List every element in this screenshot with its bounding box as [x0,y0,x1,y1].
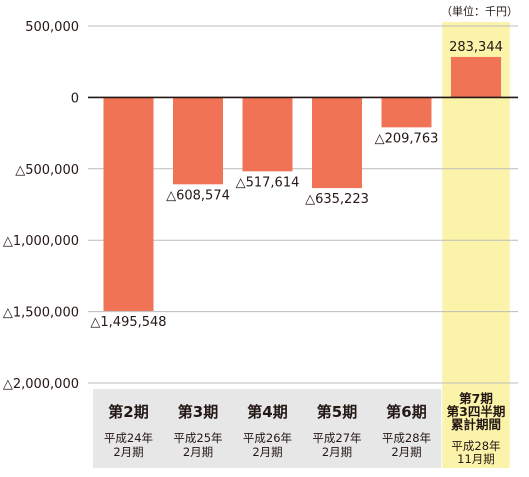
category-period-label: 第4期 [247,403,287,421]
bar [381,97,432,128]
category-band [93,389,442,468]
category-period-label: 第3四半期 [447,404,506,419]
category-period-label: 第5期 [317,403,357,421]
data-label: △608,574 [166,188,230,203]
y-tick-label: △1,500,000 [3,306,79,321]
category-date-label: 2月期 [322,445,352,459]
category-date-label: 2月期 [391,445,421,459]
category-period-label: 第2期 [108,403,148,421]
category-date-label: 平成26年 [243,431,292,445]
data-label: △635,223 [305,192,369,207]
y-tick-label: △500,000 [15,163,79,178]
category-date-label: 2月期 [252,445,282,459]
category-date-label: 平成27年 [312,431,361,445]
data-label: △1,495,548 [90,315,166,330]
bar [312,97,362,189]
unit-note: （単位：千円） [441,4,518,18]
category-period-label: 第6期 [386,403,426,421]
category-date-label: 平成24年 [104,431,153,445]
data-label: 283,344 [449,40,503,55]
bar [242,97,293,172]
bar [103,97,154,311]
bar [173,97,223,185]
category-period-label: 累計期間 [451,417,501,432]
data-label: △517,614 [236,175,300,190]
y-tick-label: 0 [71,91,79,106]
data-label: △209,763 [375,131,439,146]
category-period-label: 第7期 [459,391,493,406]
category-date-label: 平成28年 [382,431,431,445]
category-date-label: 平成25年 [173,431,222,445]
y-tick-label: 500,000 [25,20,79,35]
bar [451,56,501,98]
y-tick-label: △1,000,000 [3,234,79,249]
category-period-label: 第3期 [178,403,218,421]
category-date-label: 2月期 [183,445,213,459]
category-date-label: 2月期 [113,445,143,459]
category-date-label: 11月期 [457,452,495,466]
category-date-label: 平成28年 [451,439,500,453]
y-tick-label: △2,000,000 [3,377,79,392]
